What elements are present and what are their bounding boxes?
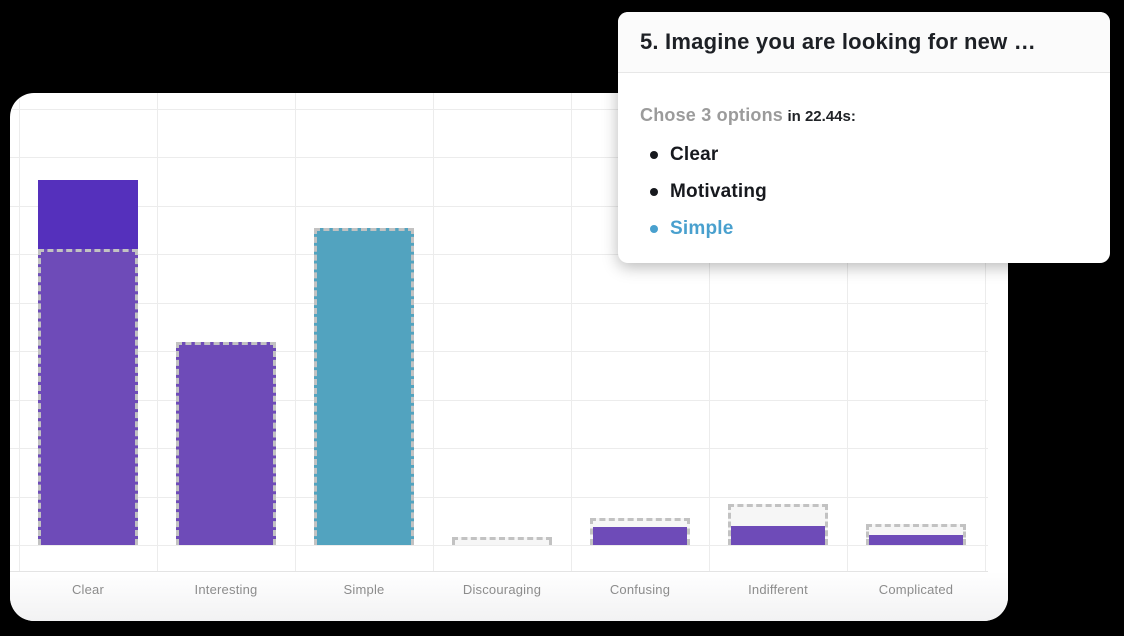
- gridline-horizontal: [10, 205, 988, 207]
- x-axis-label-simple: Simple: [343, 582, 385, 597]
- gridline-horizontal: [10, 157, 988, 158]
- gridline-horizontal: [10, 254, 988, 255]
- gridline-horizontal: [10, 108, 988, 110]
- bar-confusing[interactable]: [590, 518, 690, 545]
- gridline-horizontal: [10, 545, 988, 546]
- gridline-horizontal: [10, 399, 988, 401]
- popup-option-clear: Clear: [640, 143, 1088, 166]
- gridline-vertical: [19, 93, 20, 571]
- bar-fill-indifferent: [731, 526, 825, 545]
- bullet-icon: [650, 188, 658, 196]
- gridline-vertical: [571, 93, 572, 571]
- bar-complicated[interactable]: [866, 524, 966, 545]
- x-axis-label-discouraging: Discouraging: [462, 582, 542, 597]
- gridline-horizontal: [10, 302, 988, 304]
- chose-options-label: Chose 3 options: [640, 105, 784, 125]
- gridline-vertical: [709, 93, 710, 571]
- popup-options-list: Clear Motivating Simple: [640, 143, 1088, 240]
- survey-result-popup: 5. Imagine you are looking for new … Cho…: [618, 12, 1110, 263]
- gridline-horizontal: [10, 496, 988, 498]
- x-axis-label-indifferent: Indifferent: [748, 582, 808, 597]
- popup-option-motivating: Motivating: [640, 180, 1088, 203]
- x-axis-label-interesting: Interesting: [194, 582, 258, 597]
- gridline-vertical: [157, 93, 158, 571]
- gridline-vertical: [985, 93, 986, 571]
- gridline-horizontal: [10, 448, 988, 449]
- x-axis-label-confusing: Confusing: [609, 582, 671, 597]
- bar-discouraging[interactable]: [452, 537, 552, 545]
- popup-question-title: 5. Imagine you are looking for new …: [640, 29, 1036, 54]
- bullet-icon: [650, 151, 658, 159]
- x-axis-label-clear: Clear: [71, 582, 105, 597]
- gridline-vertical: [433, 93, 434, 571]
- bar-clear[interactable]: [38, 249, 138, 545]
- popup-header: 5. Imagine you are looking for new …: [618, 12, 1110, 73]
- bar-fill-confusing: [593, 527, 687, 545]
- answer-time-label: in 22.44s:: [787, 108, 856, 125]
- popup-body: Chose 3 options in 22.44s: Clear Motivati…: [618, 73, 1110, 240]
- bar-indifferent[interactable]: [728, 504, 828, 545]
- bullet-icon: [650, 225, 658, 233]
- gridline-vertical: [847, 93, 848, 571]
- bar-interesting[interactable]: [176, 342, 276, 545]
- popup-option-simple: Simple: [640, 217, 1088, 240]
- popup-summary: Chose 3 options in 22.44s:: [640, 105, 1088, 127]
- plot-area: [10, 93, 1008, 572]
- x-axis-label-complicated: Complicated: [878, 582, 954, 597]
- gridline-horizontal: [10, 351, 988, 352]
- bar-fill-complicated: [869, 535, 963, 545]
- bar-simple[interactable]: [314, 228, 414, 545]
- gridline-vertical: [295, 93, 296, 571]
- x-axis-strip: Clear Interesting Simple Discouraging Confus…: [10, 572, 1008, 621]
- axis-bottom-line: [10, 571, 988, 572]
- bar-increment-clear[interactable]: [38, 180, 138, 249]
